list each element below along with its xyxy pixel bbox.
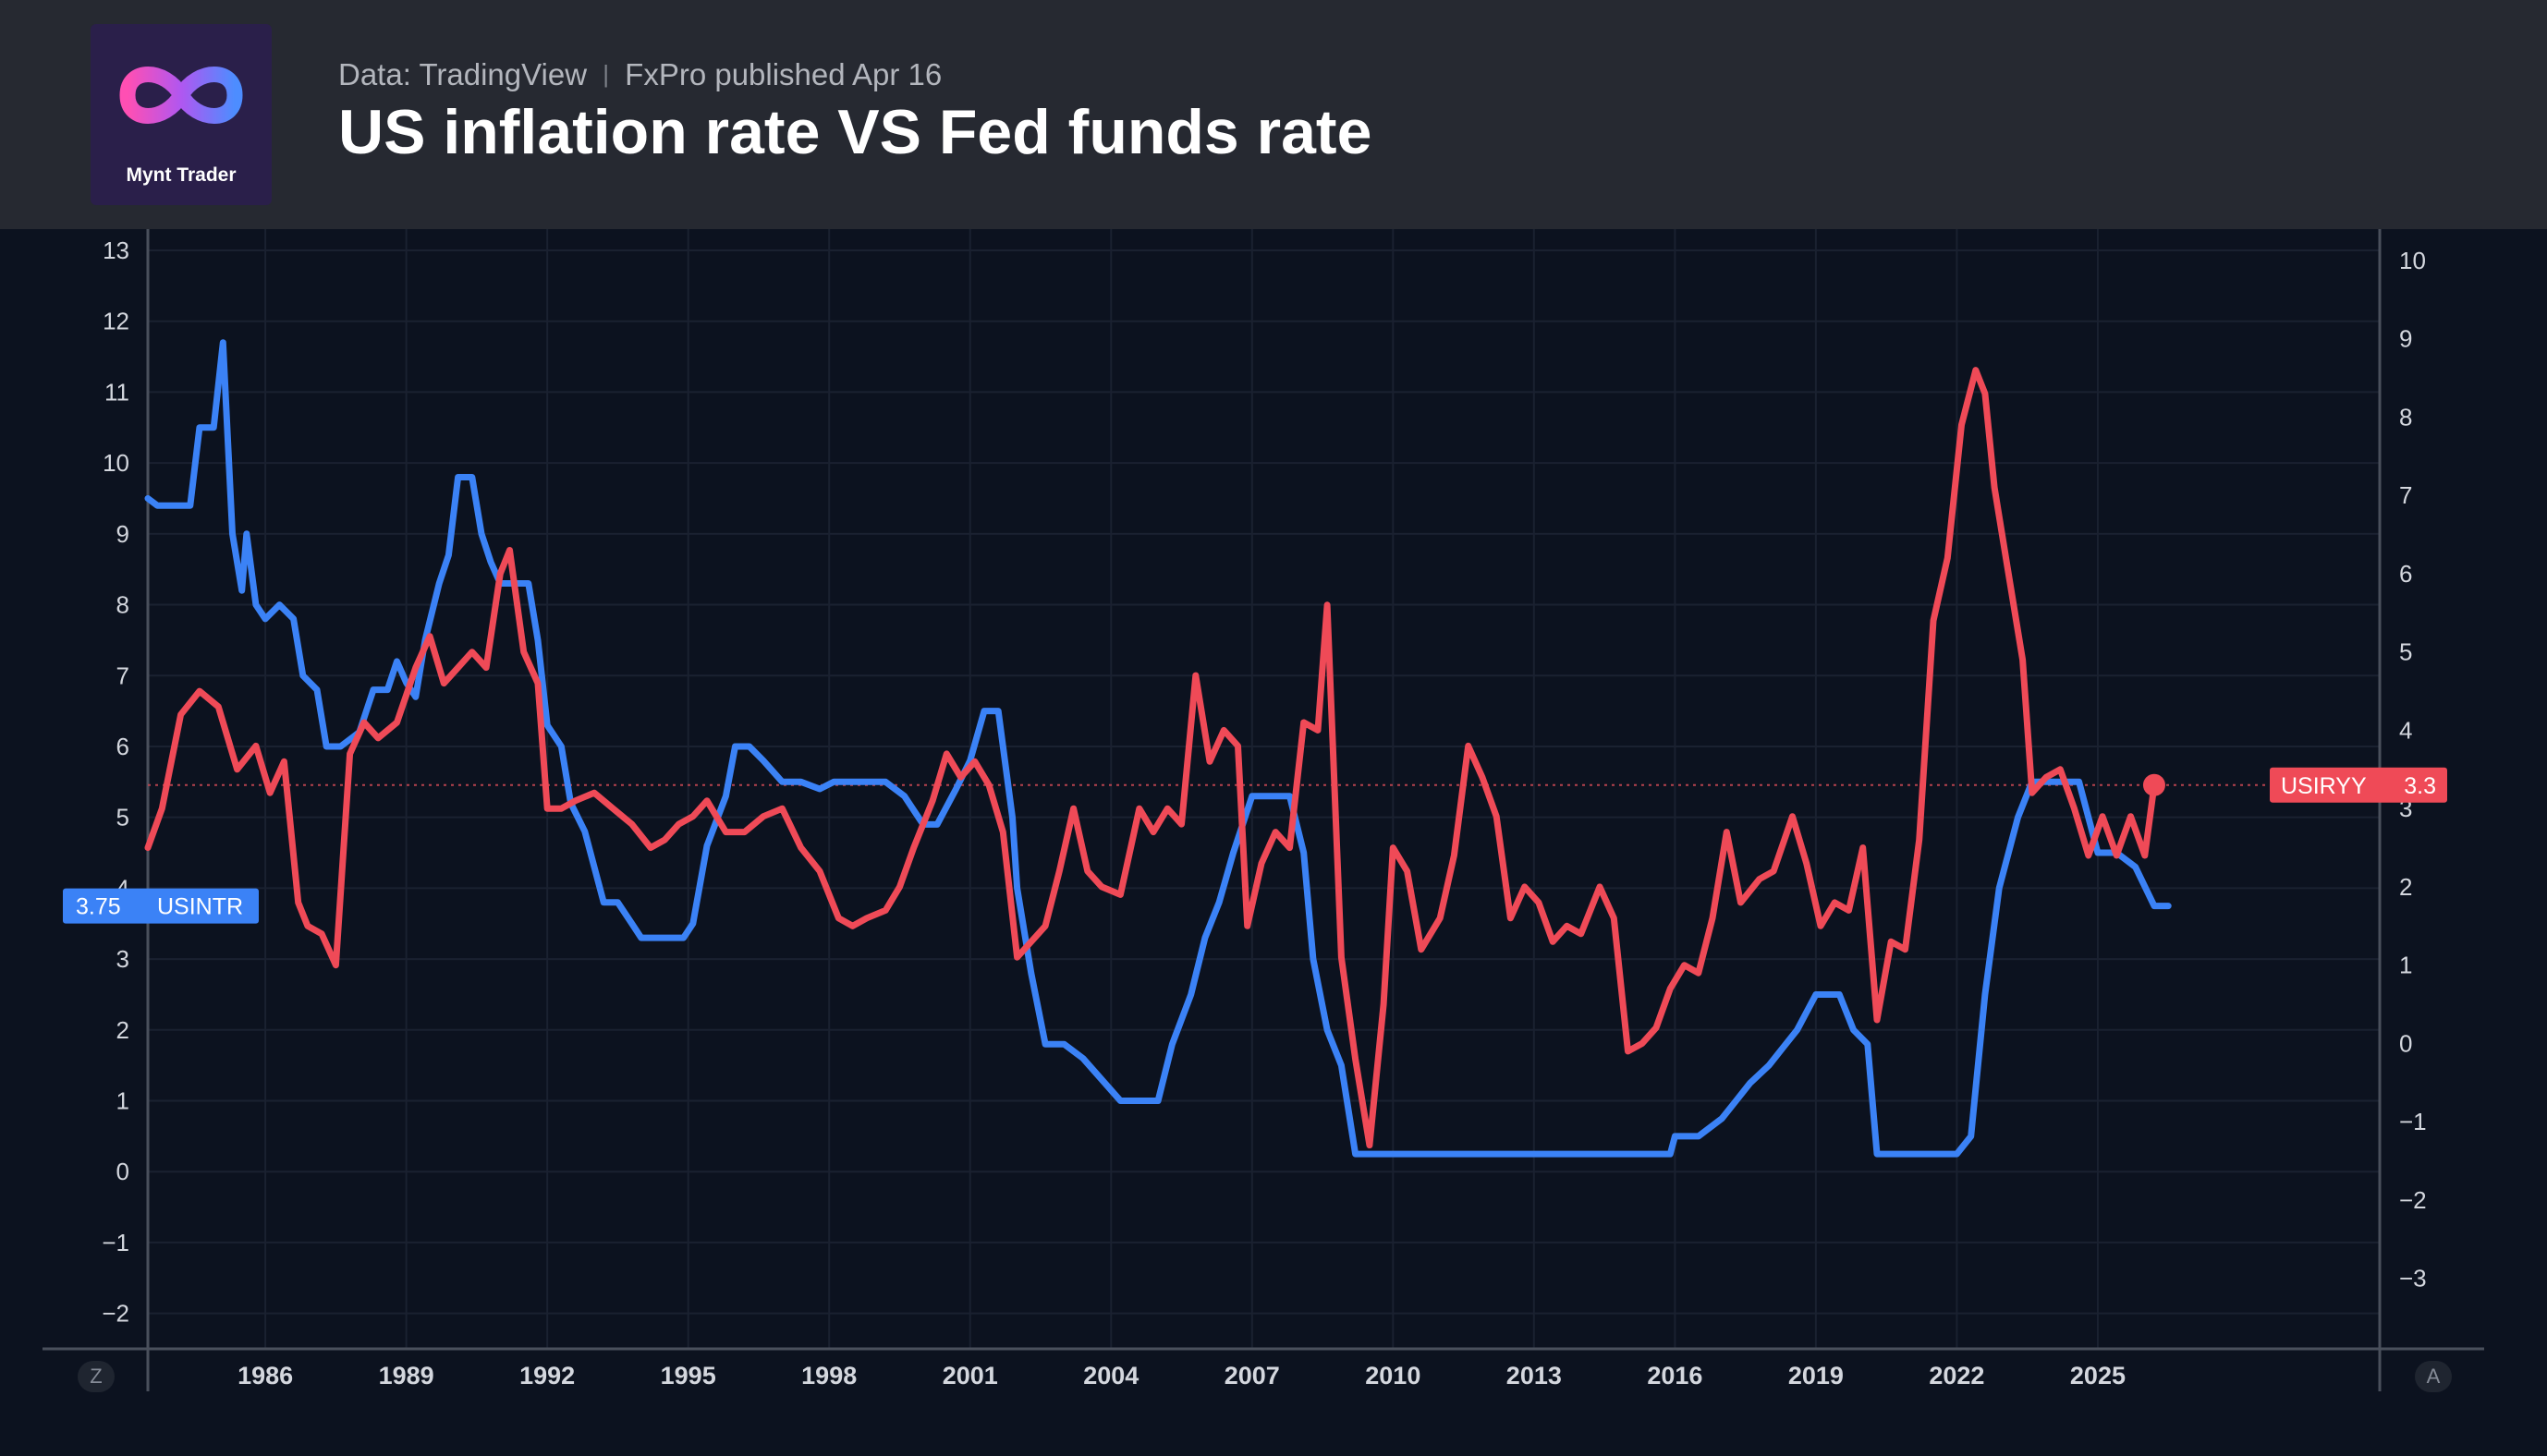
x-tick-label: 1998 — [801, 1362, 857, 1389]
right-axis-mode-button[interactable]: A — [2415, 1361, 2452, 1392]
left-tick-label: 1 — [116, 1087, 129, 1115]
left-tick-label: 6 — [116, 733, 129, 760]
axes — [43, 229, 2484, 1391]
left-tick-label: 13 — [103, 237, 129, 264]
series-line-usiryy — [144, 367, 2158, 1149]
series-line-usintr — [144, 339, 2172, 1158]
badge-series-name: USIRYY — [2281, 773, 2367, 799]
left-tick-label: 10 — [103, 449, 129, 477]
value-badge-usintr — [63, 888, 259, 924]
right-tick-label: 5 — [2399, 638, 2412, 666]
x-axis-ticks: 1986 1989 1992 1995 1998 2001 2004 2007 2010 2013… — [238, 1362, 2126, 1389]
x-tick-label: 2010 — [1365, 1362, 1420, 1389]
right-tick-label: 4 — [2399, 716, 2412, 744]
x-tick-label: 2001 — [943, 1362, 998, 1389]
right-tick-label: 8 — [2399, 403, 2412, 431]
badge-value: 3.3 — [2404, 773, 2436, 799]
x-tick-label: 1989 — [379, 1362, 434, 1389]
badge-value: 3.75 — [76, 894, 121, 920]
left-tick-label: 3 — [116, 945, 129, 973]
left-axis-mode-button[interactable]: Z — [78, 1361, 115, 1392]
x-tick-label: 2019 — [1788, 1362, 1844, 1389]
x-tick-label: 2025 — [2070, 1362, 2126, 1389]
x-tick-label: 2013 — [1506, 1362, 1562, 1389]
separator: | — [603, 60, 609, 88]
right-tick-label: 2 — [2399, 873, 2412, 901]
left-tick-label: 11 — [104, 378, 129, 406]
left-tick-label: 5 — [116, 804, 129, 831]
badge-series-name: USINTR — [157, 894, 243, 920]
infinity-logo-icon — [119, 67, 243, 124]
grid-lines — [148, 229, 2380, 1349]
left-tick-label: 8 — [116, 591, 129, 619]
page-title: US inflation rate VS Fed funds rate — [338, 97, 1372, 167]
last-point-dot — [2142, 773, 2165, 796]
right-tick-label: −2 — [2399, 1186, 2427, 1214]
value-badge-usiryy — [2270, 767, 2447, 803]
x-tick-label: 2016 — [1647, 1362, 1702, 1389]
left-tick-label: 0 — [116, 1158, 129, 1185]
last-value-markers: 3.75 USINTR USIRYY 3.3 — [63, 767, 2447, 924]
right-tick-label: 6 — [2399, 560, 2412, 588]
right-tick-label: 0 — [2399, 1029, 2412, 1057]
right-tick-label: −1 — [2399, 1108, 2427, 1135]
logo: Mynt Trader — [91, 24, 272, 205]
left-tick-label: −2 — [102, 1300, 129, 1328]
x-tick-label: 2007 — [1225, 1362, 1280, 1389]
left-tick-label: 12 — [103, 308, 129, 335]
header-bar: Mynt Trader Data: TradingView | FxPro pu… — [0, 0, 2547, 229]
series-lines — [144, 339, 2380, 1158]
x-tick-label: 1992 — [519, 1362, 575, 1389]
data-source: Data: TradingView — [338, 57, 588, 91]
right-tick-label: 9 — [2399, 325, 2412, 353]
published-info: FxPro published Apr 16 — [625, 57, 943, 91]
right-tick-label: 10 — [2399, 247, 2426, 274]
logo-text: Mynt Trader — [126, 164, 237, 186]
right-tick-label: 7 — [2399, 481, 2412, 509]
x-tick-label: 2022 — [1929, 1362, 1984, 1389]
left-tick-label: 7 — [116, 661, 129, 689]
right-tick-label: 1 — [2399, 952, 2412, 979]
x-tick-label: 2004 — [1083, 1362, 1139, 1389]
left-tick-label: 9 — [116, 520, 129, 548]
source-line: Data: TradingView | FxPro published Apr … — [338, 57, 942, 92]
left-tick-label: −1 — [102, 1229, 129, 1256]
x-tick-label: 1995 — [661, 1362, 716, 1389]
right-tick-label: −3 — [2399, 1265, 2427, 1292]
x-tick-label: 1986 — [238, 1362, 293, 1389]
left-tick-label: 2 — [116, 1016, 129, 1044]
